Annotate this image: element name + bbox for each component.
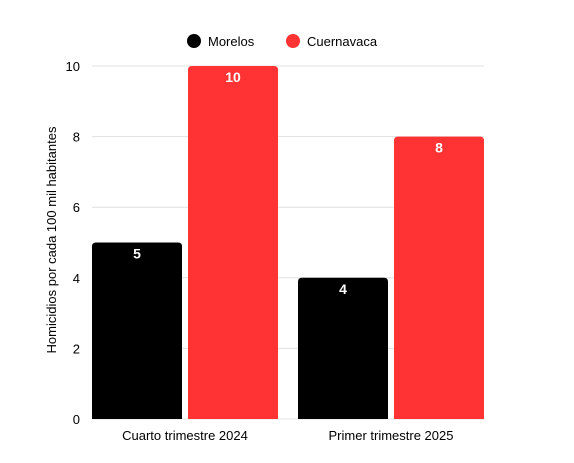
- data-label: 5: [133, 246, 141, 262]
- y-tick-label: 10: [66, 59, 80, 74]
- y-tick-label: 8: [73, 130, 80, 145]
- legend-marker-morelos: [187, 34, 201, 48]
- x-tick-label: Primer trimestre 2025: [329, 428, 454, 443]
- y-tick-label: 6: [73, 200, 80, 215]
- y-tick-label: 0: [73, 412, 80, 427]
- data-label: 10: [225, 69, 241, 85]
- y-tick-label: 2: [73, 341, 80, 356]
- x-tick-label: Cuarto trimestre 2024: [122, 428, 248, 443]
- bars: [92, 66, 484, 419]
- y-tick-label: 4: [73, 271, 80, 286]
- bar-morelos-1: [298, 277, 388, 419]
- data-label: 8: [435, 140, 443, 156]
- bar-morelos-0: [92, 242, 182, 419]
- bar-cuernavaca-0: [188, 66, 278, 419]
- legend-label-cuernavaca: Cuernavaca: [307, 34, 378, 49]
- x-axis-ticks: Cuarto trimestre 2024 Primer trimestre 20…: [122, 428, 453, 443]
- y-axis-ticks: 0 2 4 6 8 10: [66, 59, 80, 427]
- data-label: 4: [339, 281, 347, 297]
- legend-label-morelos: Morelos: [208, 34, 255, 49]
- data-labels: 5 10 4 8: [133, 69, 443, 297]
- legend: Morelos Cuernavaca: [187, 34, 378, 49]
- y-axis-label: Homicidios por cada 100 mil habitantes: [44, 126, 59, 353]
- bar-cuernavaca-1: [394, 136, 484, 419]
- legend-marker-cuernavaca: [286, 34, 300, 48]
